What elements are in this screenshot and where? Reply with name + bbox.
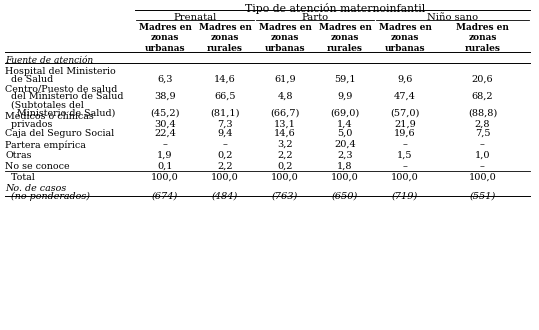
Text: 0,2: 0,2 bbox=[277, 162, 293, 171]
Text: 22,4: 22,4 bbox=[154, 129, 176, 138]
Text: (no ponderados): (no ponderados) bbox=[5, 192, 90, 201]
Text: (484): (484) bbox=[212, 192, 238, 201]
Text: 5,0: 5,0 bbox=[337, 129, 353, 138]
Text: No se conoce: No se conoce bbox=[5, 162, 70, 171]
Text: 100,0: 100,0 bbox=[211, 173, 239, 182]
Text: 2,3: 2,3 bbox=[337, 151, 353, 160]
Text: (674): (674) bbox=[152, 192, 178, 201]
Text: Niño sano: Niño sano bbox=[427, 13, 478, 22]
Text: Madres en
zonas
rurales: Madres en zonas rurales bbox=[456, 23, 509, 53]
Text: 1,5: 1,5 bbox=[397, 151, 413, 160]
Text: 9,4: 9,4 bbox=[217, 129, 233, 138]
Text: (69,0): (69,0) bbox=[330, 109, 360, 118]
Text: –: – bbox=[163, 140, 168, 149]
Text: 38,9: 38,9 bbox=[154, 92, 176, 101]
Text: –: – bbox=[480, 162, 485, 171]
Text: 1,9: 1,9 bbox=[157, 151, 173, 160]
Text: 100,0: 100,0 bbox=[331, 173, 359, 182]
Text: (Subtotales del: (Subtotales del bbox=[5, 101, 84, 110]
Text: (551): (551) bbox=[469, 192, 496, 201]
Text: Tipo de atención maternoinfantil: Tipo de atención maternoinfantil bbox=[245, 3, 425, 14]
Text: –: – bbox=[223, 140, 227, 149]
Text: (650): (650) bbox=[332, 192, 358, 201]
Text: –: – bbox=[403, 162, 407, 171]
Text: Hospital del Ministerio: Hospital del Ministerio bbox=[5, 67, 116, 76]
Text: Madres en
zonas
urbanas: Madres en zonas urbanas bbox=[139, 23, 191, 53]
Text: de Salud: de Salud bbox=[5, 75, 53, 84]
Text: 14,6: 14,6 bbox=[214, 75, 236, 84]
Text: Médicos o clínicas: Médicos o clínicas bbox=[5, 112, 94, 121]
Text: Centro/Puesto de salud: Centro/Puesto de salud bbox=[5, 84, 118, 93]
Text: Ministerio de Salud): Ministerio de Salud) bbox=[5, 109, 115, 118]
Text: 1,0: 1,0 bbox=[475, 151, 490, 160]
Text: (66,7): (66,7) bbox=[271, 109, 300, 118]
Text: 0,2: 0,2 bbox=[217, 151, 233, 160]
Text: 66,5: 66,5 bbox=[214, 92, 236, 101]
Text: 21,9: 21,9 bbox=[394, 120, 416, 129]
Text: 1,4: 1,4 bbox=[337, 120, 353, 129]
Text: 68,2: 68,2 bbox=[472, 92, 493, 101]
Text: 2,2: 2,2 bbox=[217, 162, 233, 171]
Text: 100,0: 100,0 bbox=[391, 173, 419, 182]
Text: 1,8: 1,8 bbox=[337, 162, 353, 171]
Text: 4,8: 4,8 bbox=[277, 92, 293, 101]
Text: Madres en
zonas
rurales: Madres en zonas rurales bbox=[319, 23, 371, 53]
Text: 14,6: 14,6 bbox=[274, 129, 296, 138]
Text: (81,1): (81,1) bbox=[210, 109, 240, 118]
Text: 7,3: 7,3 bbox=[217, 120, 233, 129]
Text: 6,3: 6,3 bbox=[157, 75, 173, 84]
Text: 20,6: 20,6 bbox=[472, 75, 493, 84]
Text: Prenatal: Prenatal bbox=[174, 13, 217, 22]
Text: Total: Total bbox=[5, 173, 35, 182]
Text: 61,9: 61,9 bbox=[274, 75, 296, 84]
Text: Parto: Parto bbox=[301, 13, 329, 22]
Text: No. de casos: No. de casos bbox=[5, 184, 66, 193]
Text: 2,8: 2,8 bbox=[475, 120, 490, 129]
Text: 0,1: 0,1 bbox=[157, 162, 173, 171]
Text: 100,0: 100,0 bbox=[468, 173, 496, 182]
Text: 30,4: 30,4 bbox=[154, 120, 176, 129]
Text: 100,0: 100,0 bbox=[151, 173, 179, 182]
Text: (45,2): (45,2) bbox=[150, 109, 179, 118]
Text: Madres en
zonas
urbanas: Madres en zonas urbanas bbox=[378, 23, 431, 53]
Text: –: – bbox=[480, 140, 485, 149]
Text: (763): (763) bbox=[272, 192, 298, 201]
Text: Madres en
zonas
rurales: Madres en zonas rurales bbox=[198, 23, 251, 53]
Text: 7,5: 7,5 bbox=[475, 129, 490, 138]
Text: (57,0): (57,0) bbox=[390, 109, 420, 118]
Text: 9,9: 9,9 bbox=[337, 92, 353, 101]
Text: Fuente de atención: Fuente de atención bbox=[5, 56, 93, 65]
Text: 2,2: 2,2 bbox=[277, 151, 293, 160]
Text: 47,4: 47,4 bbox=[394, 92, 416, 101]
Text: Otras: Otras bbox=[5, 151, 31, 160]
Text: 3,2: 3,2 bbox=[277, 140, 293, 149]
Text: del Ministerio de Salud: del Ministerio de Salud bbox=[5, 92, 123, 101]
Text: (719): (719) bbox=[392, 192, 418, 201]
Text: Caja del Seguro Social: Caja del Seguro Social bbox=[5, 129, 114, 138]
Text: 100,0: 100,0 bbox=[271, 173, 299, 182]
Text: (88,8): (88,8) bbox=[468, 109, 497, 118]
Text: –: – bbox=[403, 140, 407, 149]
Text: 20,4: 20,4 bbox=[334, 140, 356, 149]
Text: 59,1: 59,1 bbox=[334, 75, 356, 84]
Text: 19,6: 19,6 bbox=[394, 129, 416, 138]
Text: 13,1: 13,1 bbox=[274, 120, 296, 129]
Text: Madres en
zonas
urbanas: Madres en zonas urbanas bbox=[259, 23, 312, 53]
Text: privados: privados bbox=[5, 120, 52, 129]
Text: Partera empírica: Partera empírica bbox=[5, 140, 86, 149]
Text: 9,6: 9,6 bbox=[397, 75, 413, 84]
